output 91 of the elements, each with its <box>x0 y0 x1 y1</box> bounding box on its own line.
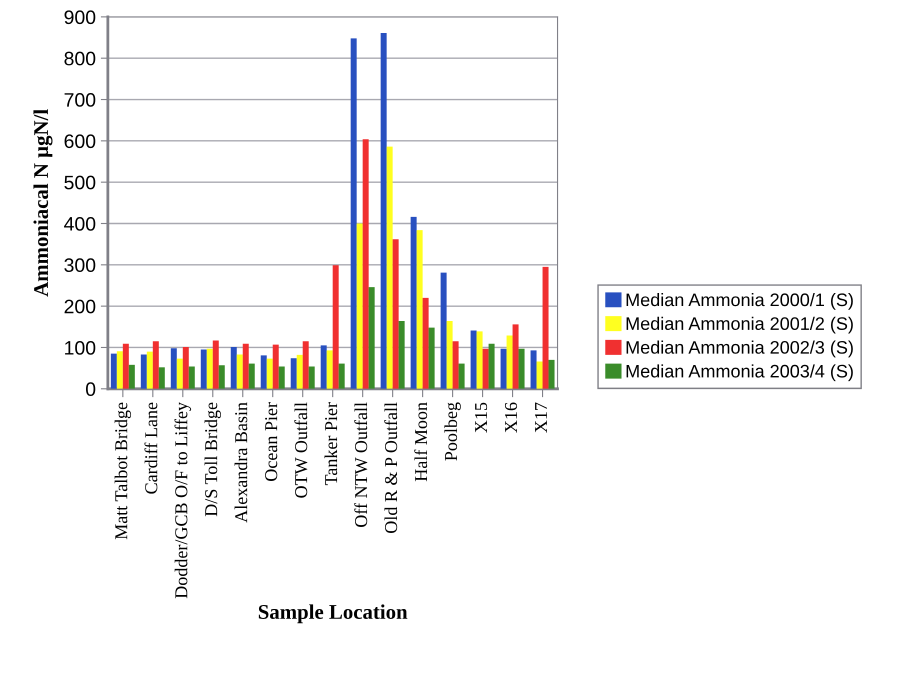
legend-label: Median Ammonia 2001/2 (S) <box>626 316 853 334</box>
bar <box>248 364 255 389</box>
bar <box>308 366 315 389</box>
x-tick-label: Old R & P Outfall <box>384 402 398 533</box>
bar <box>458 364 465 389</box>
bar <box>278 366 285 389</box>
x-tick-label: Dodder/GCB O/F to Liffey <box>174 402 192 598</box>
bar <box>200 350 207 389</box>
bar <box>446 321 453 389</box>
bar <box>350 38 357 389</box>
bar <box>296 354 303 389</box>
y-tick-label: 100 <box>65 340 96 355</box>
bar <box>110 354 117 389</box>
bar <box>260 355 267 389</box>
bar <box>236 354 243 389</box>
x-tick-label: Off NTW Outfall <box>354 402 368 527</box>
bar <box>428 328 435 389</box>
bar <box>506 335 513 389</box>
bar <box>392 239 399 389</box>
y-tick-label: 300 <box>64 258 96 272</box>
x-tick-label: X16 <box>504 402 518 433</box>
y-tick-label: 400 <box>64 216 96 231</box>
legend-label: Median Ammonia 2003/4 (S) <box>626 364 853 382</box>
x-tick-label: Poolbeg <box>444 402 461 461</box>
bar <box>518 348 525 389</box>
bar <box>290 358 297 389</box>
x-tick-label: Ocean Pier <box>265 402 278 481</box>
bar <box>182 347 189 389</box>
x-tick-label: X15 <box>475 402 488 433</box>
bar <box>230 347 237 389</box>
bar <box>356 224 363 389</box>
bar <box>380 32 387 389</box>
y-tick-label: 900 <box>64 10 96 24</box>
bar <box>170 348 177 389</box>
bar <box>386 146 393 389</box>
y-tick-label: 800 <box>64 52 96 66</box>
bar <box>338 364 345 389</box>
bar <box>416 230 423 389</box>
bar <box>470 330 477 389</box>
bar <box>218 365 225 389</box>
bar <box>266 358 273 389</box>
bar <box>326 350 333 389</box>
bar <box>302 341 309 389</box>
y-axis-title: Ammoniacal N µgN/l <box>33 109 52 297</box>
y-tick-label: 500 <box>64 176 96 190</box>
bar <box>152 341 159 389</box>
bar <box>272 344 279 389</box>
legend-label: Median Ammonia 2000/1 (S) <box>626 292 853 310</box>
x-tick-label: OTW Outfall <box>294 402 308 498</box>
bar <box>548 360 555 389</box>
x-tick-label: D/S Toll Bridge <box>204 402 221 516</box>
x-tick-label: X17 <box>534 402 547 433</box>
y-tick-label: 0 <box>86 382 96 396</box>
bar <box>368 287 375 389</box>
x-tick-label: Half Moon <box>414 402 428 482</box>
x-tick-label: Matt Talbot Bridge <box>114 402 132 540</box>
bar <box>440 272 447 389</box>
bar <box>476 331 483 389</box>
bar <box>398 321 405 389</box>
bar <box>512 324 519 389</box>
legend-label: Median Ammonia 2002/3 (S) <box>626 340 853 358</box>
x-axis-title: Sample Location <box>258 604 408 624</box>
bar <box>320 345 327 389</box>
bar <box>410 216 417 389</box>
y-tick-label: 600 <box>64 134 96 148</box>
bar <box>206 348 213 389</box>
bar <box>536 362 543 389</box>
bar <box>488 344 495 389</box>
bar <box>158 367 165 389</box>
bar <box>242 344 249 389</box>
bar <box>422 298 429 389</box>
y-tick-label: 200 <box>64 300 96 314</box>
bar <box>500 348 507 389</box>
x-tick-label: Cardiff Lane <box>144 402 158 494</box>
bar <box>542 266 549 389</box>
bar <box>482 348 489 389</box>
bar <box>212 340 219 389</box>
x-tick-label: Tanker Pier <box>324 402 338 486</box>
bar <box>530 350 537 389</box>
bar <box>188 366 195 389</box>
bar <box>176 358 183 389</box>
bar <box>146 352 153 389</box>
bar <box>140 354 147 389</box>
bar <box>116 351 123 389</box>
bar <box>128 364 135 389</box>
bar <box>452 341 459 389</box>
bar <box>122 344 129 389</box>
y-tick-label: 700 <box>64 92 96 107</box>
bar <box>362 139 369 389</box>
x-tick-label: Alexandra Basin <box>234 402 248 523</box>
bar <box>332 265 339 389</box>
